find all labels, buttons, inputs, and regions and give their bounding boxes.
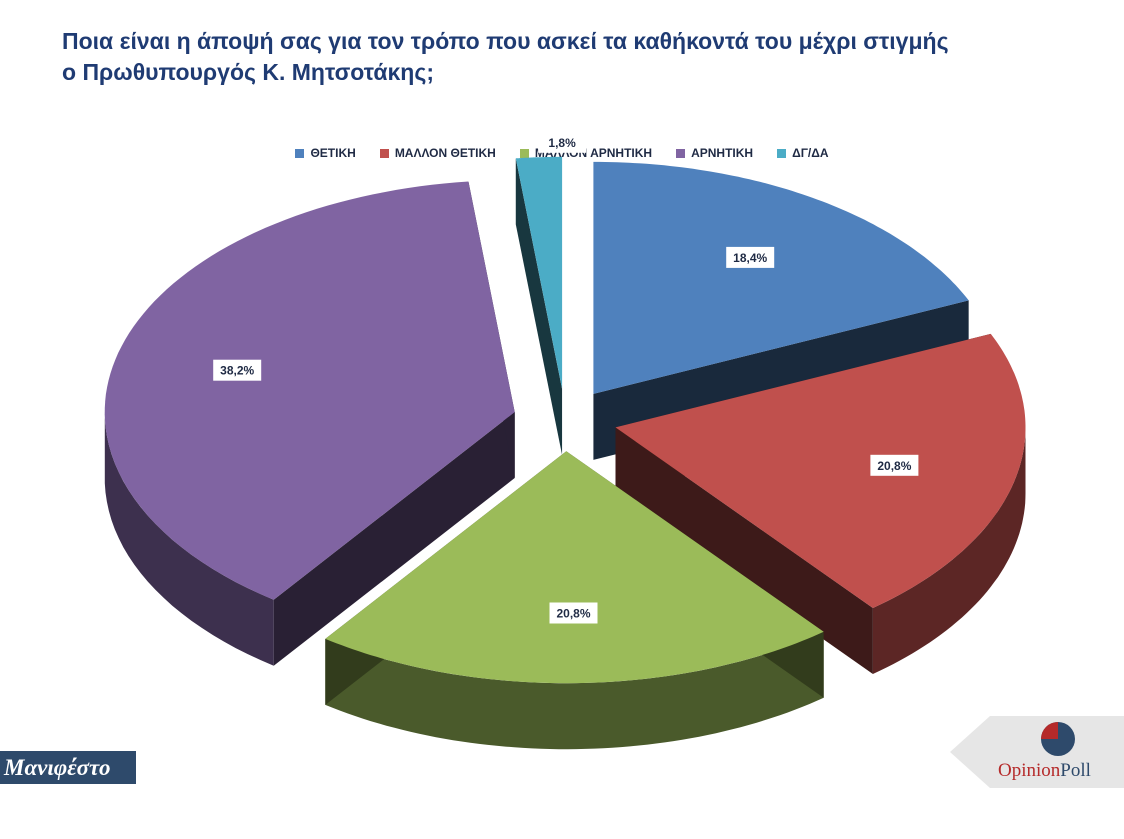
slice-2-wall-2 bbox=[615, 427, 873, 674]
brand-badge bbox=[950, 716, 1124, 788]
title-line-2: ο Πρωθυπουργός Κ. Μητσοτάκης; bbox=[62, 59, 434, 85]
title-line-1: Ποια είναι η άποψή σας για τον τρόπο που… bbox=[62, 28, 949, 54]
slice-3-side bbox=[325, 631, 824, 750]
brand-name: OpinionPoll bbox=[998, 760, 1091, 782]
slice-2-side bbox=[872, 427, 1026, 674]
slice-4-wall-1 bbox=[273, 412, 515, 666]
slice-4-top bbox=[104, 181, 515, 600]
data-label-text: 20,8% bbox=[556, 607, 590, 621]
data-label-4: 38,2% bbox=[213, 359, 262, 381]
chart-legend: ΘΕΤΙΚΗ ΜΑΛΛΟΝ ΘΕΤΙΚΗ ΜΑΛΛΟΝ ΑΡΝΗΤΙΚΗ ΑΡΝ… bbox=[0, 146, 1124, 160]
brand-name-part2: Poll bbox=[1060, 760, 1091, 781]
source-logo: Μανιφέστο bbox=[0, 751, 136, 784]
data-label-3: 20,8% bbox=[549, 602, 598, 624]
brand-name-part1: Opinion bbox=[998, 760, 1061, 781]
chart-title: Ποια είναι η άποψή σας για τον τρόπο που… bbox=[62, 26, 1062, 88]
slice-2-top bbox=[615, 333, 1026, 608]
legend-swatch bbox=[676, 148, 686, 158]
data-label-text: 1,8% bbox=[548, 136, 576, 150]
data-label-2: 20,8% bbox=[870, 454, 919, 476]
data-label-box bbox=[213, 359, 262, 381]
data-label-text: 18,4% bbox=[733, 251, 767, 265]
slice-5-top bbox=[515, 156, 563, 389]
legend-swatch bbox=[379, 148, 389, 158]
poll-logo-slice-icon bbox=[1041, 722, 1058, 739]
data-label-1: 18,4% bbox=[726, 246, 775, 268]
pie-labels: 18,4% 20,8% 20,8% 38,2% 1,8% bbox=[213, 131, 919, 624]
legend-item-arnitiki: ΑΡΝΗΤΙΚΗ bbox=[676, 146, 753, 160]
legend-item-mallon-thetiki: ΜΑΛΛΟΝ ΘΕΤΙΚΗ bbox=[379, 146, 496, 160]
data-label-text: 38,2% bbox=[220, 364, 254, 378]
pie-tops bbox=[104, 156, 1026, 684]
legend-item-thetiki: ΘΕΤΙΚΗ bbox=[295, 146, 356, 160]
legend-swatch bbox=[519, 148, 529, 158]
slice-5-wall-1 bbox=[515, 158, 563, 455]
badge-arrow-shape bbox=[950, 716, 1124, 788]
pie-sides bbox=[104, 408, 1026, 750]
data-label-text: 20,8% bbox=[877, 459, 911, 473]
slice-1-top bbox=[593, 161, 969, 394]
source-logo-text: Μανιφέστο bbox=[4, 754, 111, 780]
data-label-box bbox=[538, 131, 587, 153]
legend-swatch bbox=[777, 148, 787, 158]
legend-item-dg-da: ΔΓ/ΔΑ bbox=[777, 146, 829, 160]
legend-label: ΜΑΛΛΟΝ ΘΕΤΙΚΗ bbox=[394, 146, 496, 160]
slice-3-top bbox=[325, 451, 824, 684]
legend-label: ΘΕΤΙΚΗ bbox=[310, 146, 356, 160]
slice-4-side bbox=[104, 408, 274, 666]
legend-label: ΔΓ/ΔΑ bbox=[792, 146, 829, 160]
data-label-box bbox=[870, 454, 919, 476]
data-label-5: 1,8% bbox=[538, 131, 587, 153]
legend-swatch bbox=[295, 148, 305, 158]
data-label-box bbox=[549, 602, 598, 624]
legend-label: ΑΡΝΗΤΙΚΗ bbox=[691, 146, 754, 160]
data-label-box bbox=[726, 246, 775, 268]
